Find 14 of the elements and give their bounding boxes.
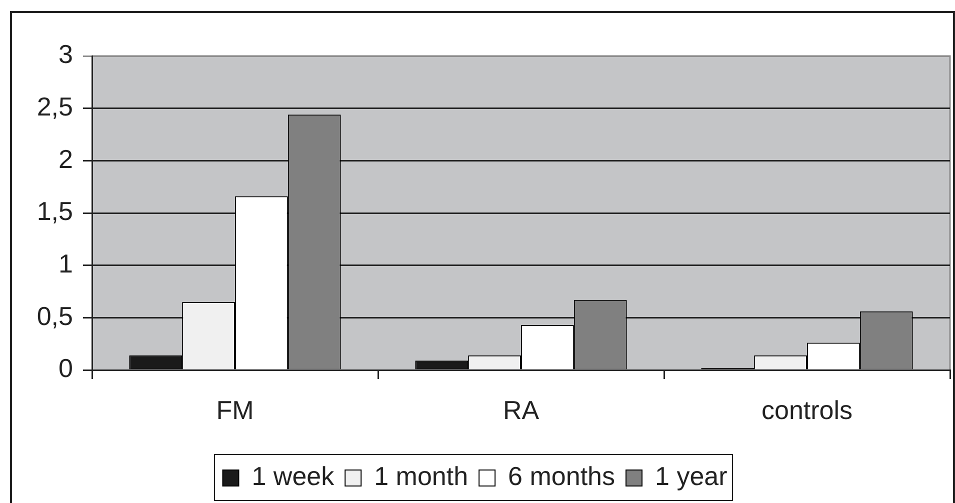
legend-label: 1 month (374, 461, 468, 492)
legend-label: 6 months (508, 461, 616, 492)
legend-label: 1 year (655, 461, 728, 492)
x-tick-label: FM (216, 394, 254, 425)
y-tick-label: 1 (58, 248, 73, 279)
y-tick-label: 1,5 (36, 196, 73, 226)
y-tick-label: 2 (58, 144, 73, 174)
x-tick-label: controls (761, 394, 853, 425)
y-tick-label: 0,5 (36, 300, 73, 331)
y-tick-label: 3 (58, 39, 73, 70)
y-tick-label: 0 (58, 353, 73, 384)
legend-label: 1 week (252, 461, 336, 492)
x-tick-label: RA (502, 394, 540, 425)
y-tick-label: 2,5 (36, 92, 73, 122)
